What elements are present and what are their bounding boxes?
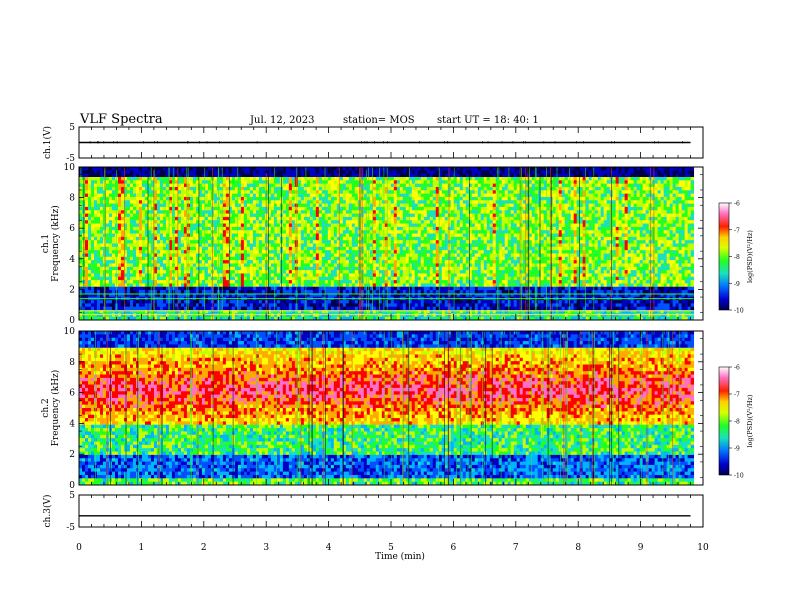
x-tick-label: 5 xyxy=(388,543,394,553)
colorbar-tick-label: -6 xyxy=(734,201,740,208)
y-axis-label: ch.3(V) xyxy=(42,495,53,528)
colorbar-tick-label: -8 xyxy=(734,419,740,426)
x-tick-label: 9 xyxy=(638,543,644,553)
colorbar-tick-label: -7 xyxy=(734,392,740,399)
spectrogram-ch2 xyxy=(79,331,695,486)
y-axis-label: Frequency (kHz) xyxy=(50,205,61,282)
colorbar-label: log(PSD)(V²/Hz) xyxy=(746,230,754,283)
y-axis-label: Frequency (kHz) xyxy=(50,370,61,447)
x-tick-label: 4 xyxy=(326,543,332,553)
y-tick-label: 0 xyxy=(69,316,75,326)
colorbar-tick-label: -9 xyxy=(734,281,740,288)
x-tick-label: 2 xyxy=(201,543,207,553)
station-label: station= MOS xyxy=(343,115,415,126)
colorbar-label: log(PSD)(V²/Hz) xyxy=(746,394,754,447)
y-tick-label: 10 xyxy=(64,327,76,337)
y-axis-label: ch.1 xyxy=(41,234,51,253)
spectrogram-ch1 xyxy=(79,167,695,321)
x-axis-label: Time (min) xyxy=(375,551,425,562)
x-tick-label: 7 xyxy=(513,543,519,553)
y-tick-label: 10 xyxy=(64,163,76,173)
colorbar xyxy=(718,366,730,476)
y-tick-label: 8 xyxy=(69,194,75,204)
x-tick-label: 8 xyxy=(575,543,581,553)
x-tick-label: 1 xyxy=(139,543,145,553)
y-axis-label: ch.1(V) xyxy=(42,126,53,159)
y-tick-label: -5 xyxy=(66,154,75,164)
y-tick-label: 5 xyxy=(69,123,75,133)
y-tick-label: 8 xyxy=(69,358,75,368)
y-tick-label: -5 xyxy=(66,523,75,533)
date-label: Jul. 12, 2023 xyxy=(250,115,315,126)
x-tick-label: 3 xyxy=(263,543,269,553)
x-tick-label: 6 xyxy=(451,543,457,553)
y-tick-label: 4 xyxy=(69,255,75,265)
colorbar-tick-label: -6 xyxy=(734,365,740,372)
y-tick-label: 2 xyxy=(69,450,75,460)
start-time-label: start UT = 18: 40: 1 xyxy=(437,115,539,126)
x-tick-label: 0 xyxy=(76,543,82,553)
y-tick-label: 5 xyxy=(69,491,75,501)
colorbar-tick-label: -8 xyxy=(734,254,740,261)
y-axis-label: ch.2 xyxy=(41,398,51,417)
y-tick-label: 4 xyxy=(69,419,75,429)
colorbar-tick-label: -7 xyxy=(734,227,740,234)
colorbar-tick-label: -9 xyxy=(734,446,740,453)
y-tick-label: 0 xyxy=(69,481,75,491)
y-tick-label: 6 xyxy=(69,224,75,234)
x-tick-label: 10 xyxy=(697,543,709,553)
y-tick-label: 2 xyxy=(69,285,75,295)
colorbar xyxy=(718,202,730,311)
chart-title: VLF Spectra xyxy=(80,112,163,127)
colorbar-tick-label: -10 xyxy=(734,308,744,315)
y-tick-label: 6 xyxy=(69,389,75,399)
colorbar-tick-label: -10 xyxy=(734,473,744,480)
